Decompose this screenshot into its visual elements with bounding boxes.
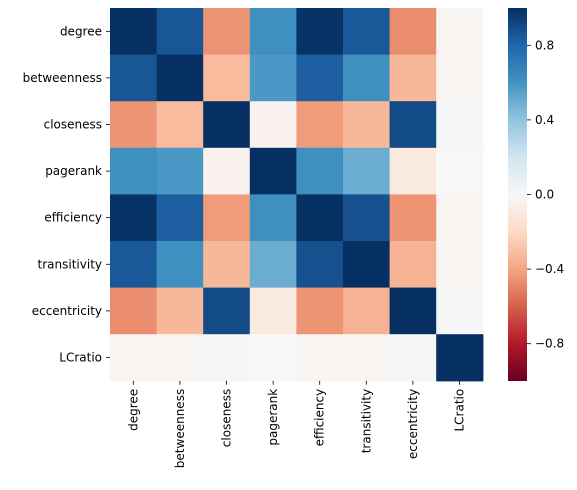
heatmap-cell (296, 147, 344, 195)
row-label: closeness (44, 118, 102, 132)
heatmap-cell (110, 334, 158, 382)
heatmap-cell (389, 287, 437, 335)
column-label: pagerank (266, 389, 280, 446)
heatmap-cell (436, 54, 484, 102)
heatmap-cell (156, 241, 204, 289)
heatmap-cell (343, 8, 391, 56)
heatmap-cell (156, 54, 204, 102)
heatmap-cell (203, 287, 251, 335)
heatmap-cell (343, 147, 391, 195)
column-label: betweenness (173, 389, 187, 468)
heatmap-cell (296, 8, 344, 56)
heatmap-cell (156, 334, 204, 382)
heatmap-cell (249, 334, 297, 382)
column-label: eccentricity (406, 389, 420, 459)
heatmap-cell (110, 101, 158, 149)
heatmap-cell (110, 8, 158, 56)
heatmap-cell (110, 287, 158, 335)
row-label: transitivity (38, 257, 102, 271)
heatmap-cell (343, 241, 391, 289)
heatmap-cell (203, 101, 251, 149)
heatmap-cell (156, 287, 204, 335)
colorbar-tick-label: 0.8 (535, 38, 554, 52)
column-label: efficiency (313, 389, 327, 447)
heatmap-cell (343, 101, 391, 149)
heatmap-cell (110, 194, 158, 242)
heatmap-cell (110, 147, 158, 195)
heatmap-cell (436, 241, 484, 289)
heatmap-cell (156, 147, 204, 195)
heatmap-cell (343, 54, 391, 102)
heatmap-cell (389, 241, 437, 289)
row-label: pagerank (45, 164, 102, 178)
row-label: efficiency (44, 211, 102, 225)
heatmap-cell (249, 147, 297, 195)
heatmap-cell (343, 194, 391, 242)
heatmap-cell (343, 287, 391, 335)
heatmap-cell (156, 194, 204, 242)
colorbar (508, 8, 527, 381)
heatmap-cell (203, 334, 251, 382)
heatmap-cell (249, 194, 297, 242)
heatmap-cell (436, 287, 484, 335)
column-label: LCratio (453, 389, 467, 432)
column-labels: degree betweenness closeness pagerank effici… (126, 380, 467, 468)
heatmap-cell (249, 287, 297, 335)
heatmap-cell (203, 194, 251, 242)
heatmap-cell (249, 54, 297, 102)
heatmap-cell (436, 101, 484, 149)
heatmap-cell (110, 54, 158, 102)
heatmap-cell (389, 8, 437, 56)
heatmap-cell (296, 241, 344, 289)
row-label: eccentricity (32, 304, 102, 318)
row-label: betweenness (23, 71, 102, 85)
heatmap-cell (436, 194, 484, 242)
column-label: transitivity (359, 389, 373, 453)
column-label: closeness (220, 389, 234, 447)
column-label: degree (126, 389, 140, 431)
heatmap-cell (296, 194, 344, 242)
colorbar-tick-label: −0.4 (535, 262, 564, 276)
heatmap-cell (296, 54, 344, 102)
colorbar-tick-label: 0.4 (535, 113, 554, 127)
heatmap-cell (296, 334, 344, 382)
row-label: LCratio (59, 351, 102, 365)
heatmap-cell (249, 241, 297, 289)
heatmap-cell (389, 194, 437, 242)
row-label: degree (60, 24, 102, 38)
colorbar-tick-label: −0.8 (535, 337, 564, 351)
colorbar-gradient (508, 8, 527, 381)
heatmap-cell (389, 101, 437, 149)
heatmap-cell (296, 287, 344, 335)
heatmap-cell (436, 8, 484, 56)
heatmap-cell (203, 54, 251, 102)
heatmap-cell (156, 101, 204, 149)
heatmap-cells (110, 8, 484, 382)
heatmap-cell (343, 334, 391, 382)
row-labels: degree betweenness closeness pagerank effici… (23, 24, 110, 365)
heatmap-cell (156, 8, 204, 56)
heatmap-cell (249, 101, 297, 149)
heatmap-cell (436, 334, 484, 382)
heatmap-cell (203, 241, 251, 289)
heatmap-cell (389, 334, 437, 382)
heatmap-cell (203, 147, 251, 195)
heatmap-cell (389, 147, 437, 195)
colorbar-ticks: 0.8 0.4 0.0 −0.4 −0.8 (527, 38, 564, 351)
heatmap-cell (203, 8, 251, 56)
heatmap-cell (110, 241, 158, 289)
heatmap-cell (389, 54, 437, 102)
heatmap-cell (249, 8, 297, 56)
colorbar-tick-label: 0.0 (535, 188, 554, 202)
heatmap-cell (296, 101, 344, 149)
heatmap-cell (436, 147, 484, 195)
